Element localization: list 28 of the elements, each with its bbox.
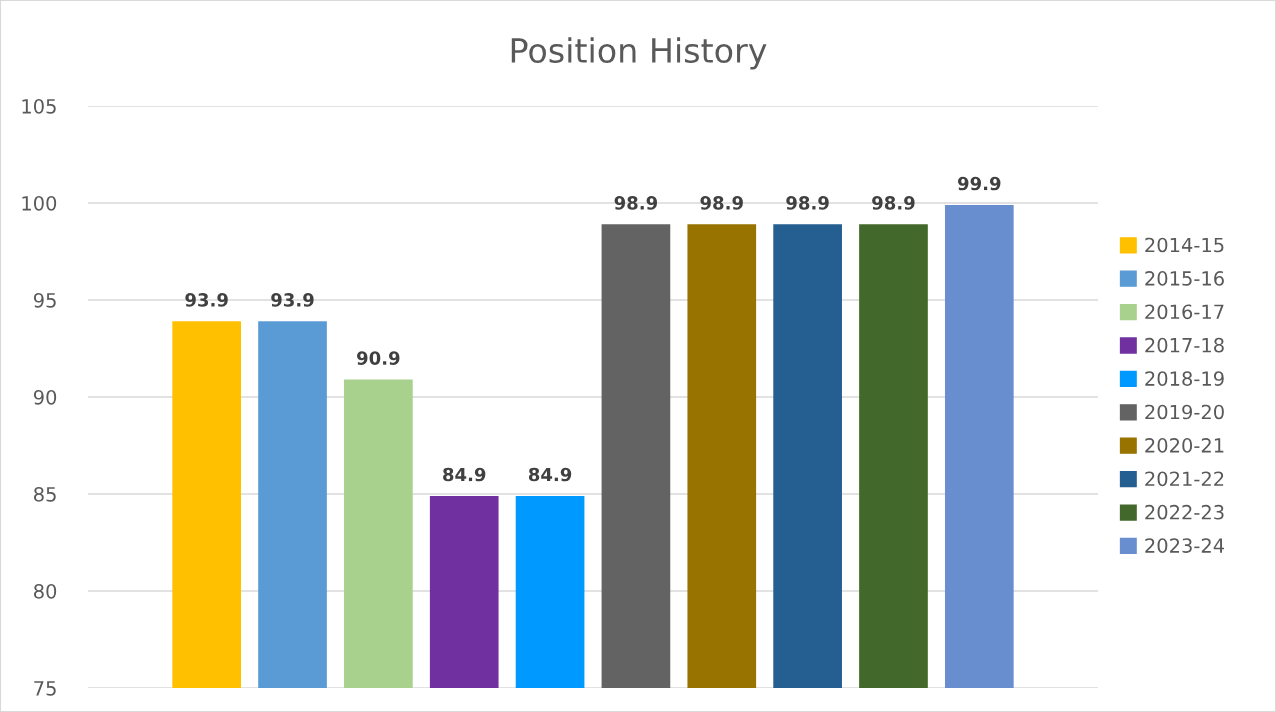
y-tick-label: 80 — [34, 583, 57, 599]
data-label: 84.9 — [443, 467, 486, 482]
y-tick-label: 100 — [22, 195, 57, 211]
legend-label: 2014-15 — [1145, 237, 1224, 253]
y-tick-label: 90 — [33, 389, 57, 405]
data-label: 90.9 — [357, 351, 400, 365]
data-label: 98.9 — [700, 196, 743, 210]
y-tick-label: 75 — [34, 681, 56, 696]
legend-label: 2022-23 — [1145, 504, 1224, 520]
legend-label: 2016-17 — [1145, 304, 1224, 320]
y-tick-label: 95 — [33, 292, 56, 308]
legend-label: 2023-24 — [1145, 538, 1225, 553]
y-tick-label: 85 — [34, 486, 56, 502]
data-label: 98.9 — [872, 196, 915, 210]
data-label: 98.9 — [614, 196, 658, 210]
y-tick-label: 105 — [22, 98, 56, 114]
data-label: 93.9 — [185, 293, 228, 307]
data-label: 99.9 — [957, 176, 1001, 191]
data-label: 93.9 — [271, 293, 314, 307]
legend-label: 2017-18 — [1145, 337, 1224, 353]
legend-label: 2019-20 — [1145, 404, 1224, 420]
legend-label: 2015-16 — [1145, 271, 1224, 286]
legend-label: 2021-22 — [1145, 471, 1224, 487]
data-label: 84.9 — [528, 467, 572, 482]
legend-label: 2018-19 — [1145, 371, 1224, 386]
data-label: 98.9 — [786, 196, 829, 210]
chart-title: Position History — [511, 37, 767, 70]
legend-label: 2020-21 — [1145, 438, 1224, 453]
